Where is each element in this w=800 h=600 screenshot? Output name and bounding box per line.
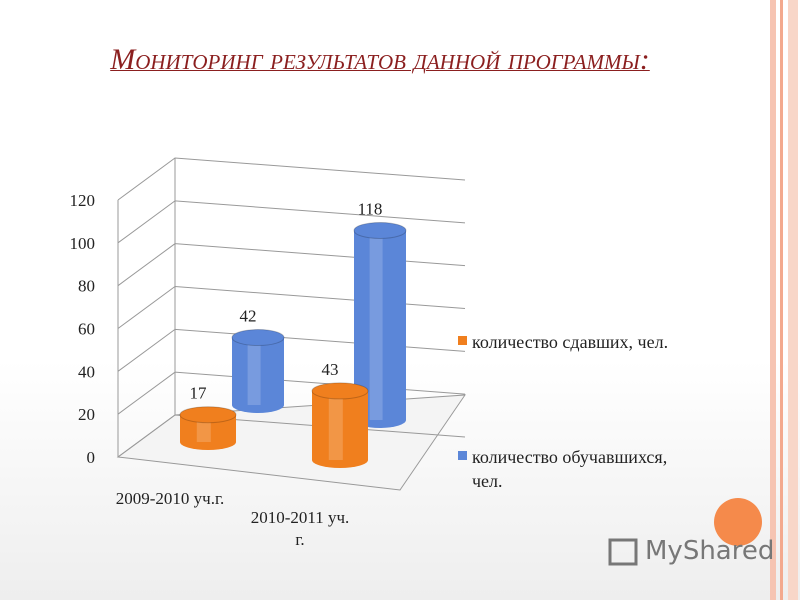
legend-swatch — [458, 451, 467, 460]
cylinder — [179, 406, 237, 450]
legend-swatch — [458, 336, 467, 345]
grid-line — [117, 200, 466, 244]
y-tick-label: 40 — [78, 362, 95, 381]
grid-line — [117, 157, 466, 201]
floor — [116, 394, 466, 491]
grid-line — [117, 243, 466, 287]
watermark: MyShared — [645, 536, 775, 566]
y-tick-label: 20 — [78, 405, 95, 424]
stripe — [780, 0, 783, 600]
y-tick-label: 0 — [87, 448, 96, 467]
title: Мониторинг результатов данной программы: — [110, 43, 650, 76]
stripe — [770, 0, 776, 600]
legend-entry: количество обучавшихся, чел. — [458, 445, 692, 493]
cylinder — [231, 329, 285, 413]
y-tick-label: 120 — [70, 191, 96, 210]
data-label: 43 — [322, 360, 339, 379]
legend-entry: количество сдавших, чел. — [458, 330, 692, 354]
x-tick-label: 2009-2010 уч.г. — [115, 489, 225, 508]
cylinder — [311, 382, 369, 468]
data-label: 17 — [190, 384, 208, 403]
y-tick-label: 60 — [78, 320, 95, 339]
data-label: 118 — [358, 199, 383, 218]
grid-line — [117, 328, 466, 372]
logo — [608, 538, 638, 566]
decor-circle — [714, 498, 762, 546]
stripe — [788, 0, 798, 600]
y-tick-label: 100 — [70, 234, 96, 253]
cylinder — [353, 221, 407, 428]
x-tick-label: 2010-2011 уч. г. — [250, 508, 350, 549]
grid-line — [117, 285, 466, 329]
data-label: 42 — [240, 307, 257, 326]
y-tick-label: 80 — [78, 277, 95, 296]
